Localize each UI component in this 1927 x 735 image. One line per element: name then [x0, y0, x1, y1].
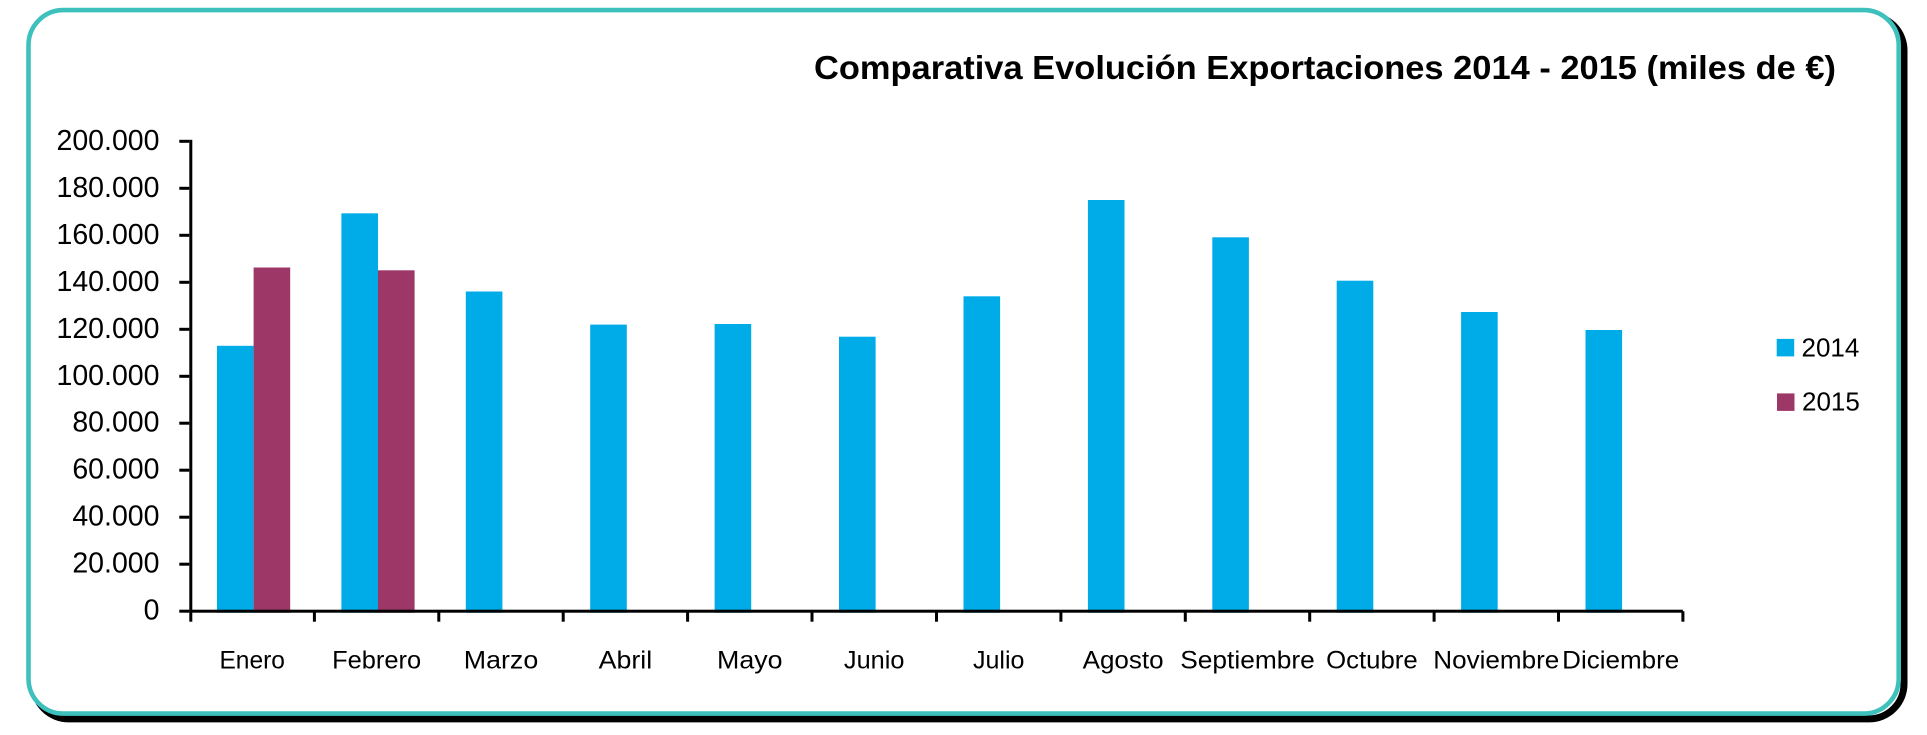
svg-text:120.000: 120.000: [56, 313, 159, 345]
svg-text:2014: 2014: [1802, 332, 1860, 362]
svg-text:2015: 2015: [1802, 387, 1860, 417]
svg-text:Septiembre: Septiembre: [1180, 647, 1315, 675]
svg-text:Abril: Abril: [599, 647, 653, 675]
svg-text:140.000: 140.000: [56, 266, 159, 298]
svg-text:Diciembre: Diciembre: [1562, 647, 1679, 675]
svg-text:Comparativa Evolución Exportac: Comparativa Evolución Exportaciones 2014…: [814, 50, 1836, 87]
svg-text:Junio: Junio: [844, 647, 905, 675]
svg-text:Marzo: Marzo: [464, 647, 539, 675]
svg-text:20.000: 20.000: [72, 548, 159, 580]
svg-text:Mayo: Mayo: [717, 647, 783, 675]
svg-text:80.000: 80.000: [72, 407, 159, 439]
svg-text:200.000: 200.000: [56, 125, 159, 157]
svg-text:160.000: 160.000: [56, 219, 159, 251]
svg-text:Agosto: Agosto: [1083, 647, 1164, 675]
svg-text:Noviembre: Noviembre: [1433, 647, 1559, 675]
svg-text:180.000: 180.000: [56, 172, 159, 204]
svg-text:40.000: 40.000: [72, 501, 159, 533]
svg-text:Enero: Enero: [219, 647, 285, 675]
svg-text:0: 0: [144, 595, 160, 627]
svg-text:Julio: Julio: [973, 647, 1025, 675]
svg-text:60.000: 60.000: [72, 454, 159, 486]
svg-text:Febrero: Febrero: [332, 647, 421, 675]
svg-text:Octubre: Octubre: [1326, 647, 1418, 675]
svg-text:100.000: 100.000: [56, 360, 159, 392]
